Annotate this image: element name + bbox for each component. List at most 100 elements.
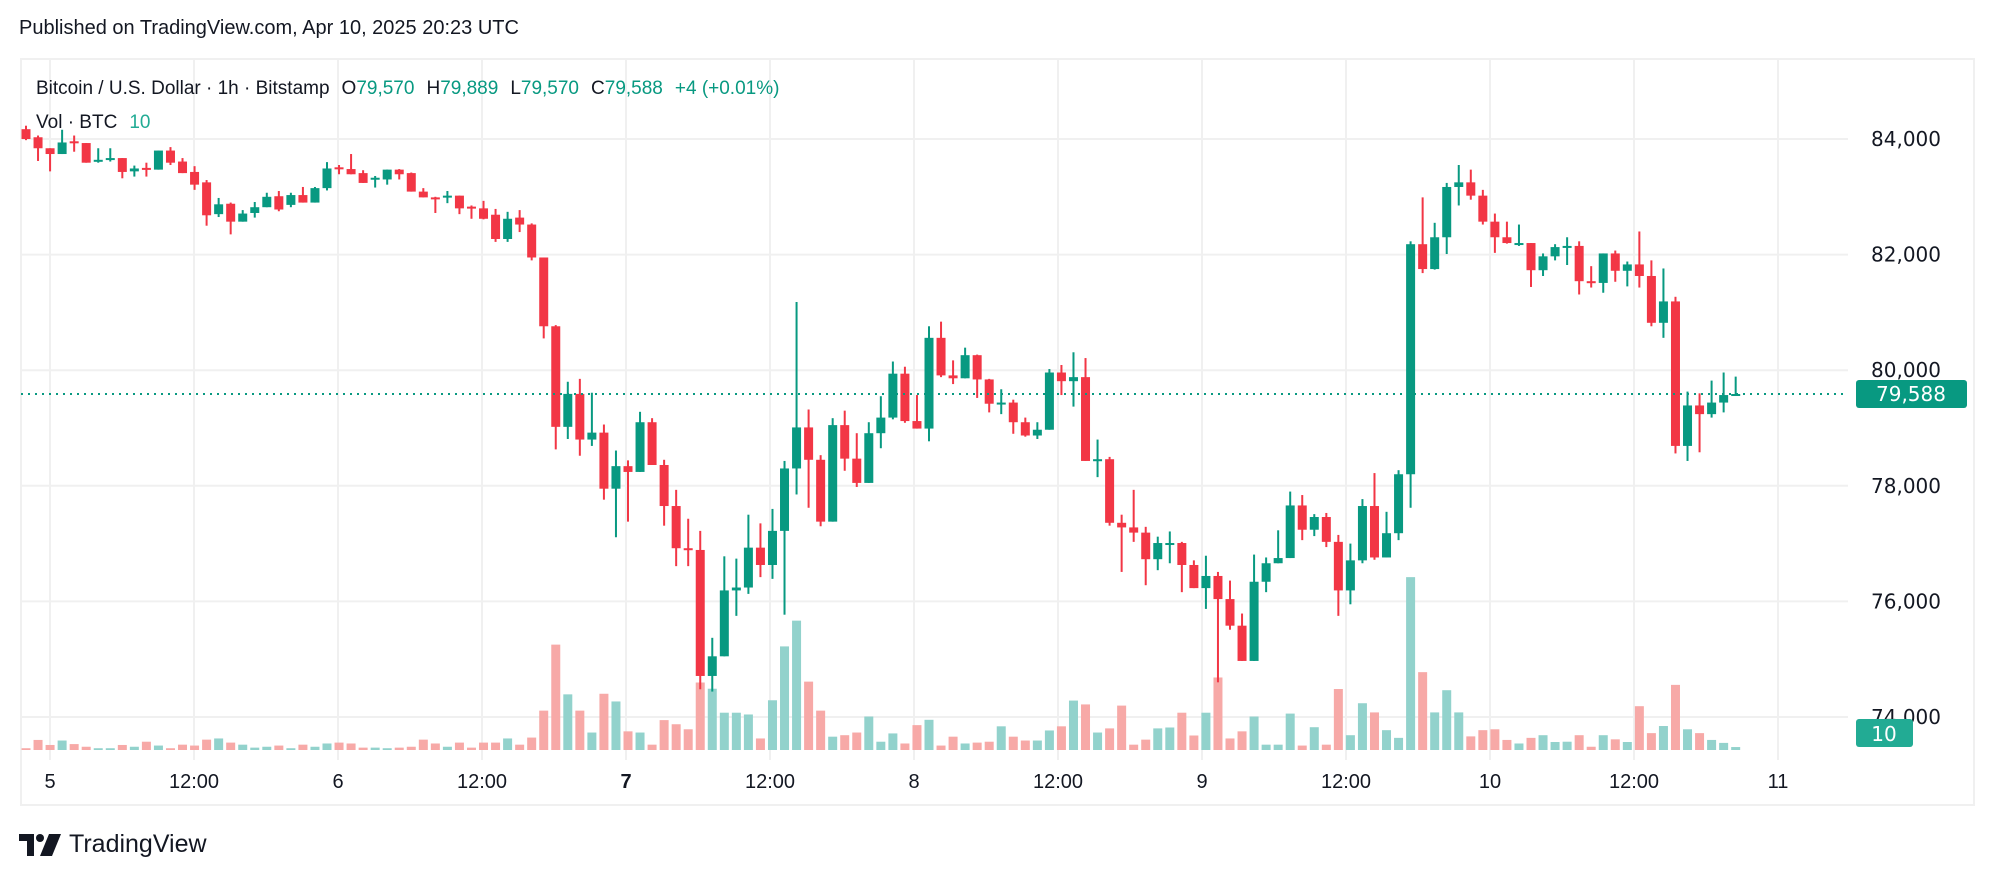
- candle[interactable]: [876, 396, 886, 449]
- candle[interactable]: [1719, 372, 1729, 413]
- candle[interactable]: [1141, 526, 1151, 586]
- candle[interactable]: [647, 418, 657, 465]
- candle[interactable]: [45, 148, 55, 172]
- candle[interactable]: [852, 433, 862, 487]
- candle[interactable]: [1153, 536, 1163, 571]
- candle[interactable]: [238, 210, 248, 222]
- candle[interactable]: [1502, 221, 1512, 244]
- candle[interactable]: [551, 325, 561, 450]
- candle[interactable]: [828, 418, 838, 522]
- symbol-title[interactable]: Bitcoin / U.S. Dollar · 1h · Bitstamp: [36, 78, 330, 99]
- candle[interactable]: [1129, 489, 1139, 542]
- candle[interactable]: [1333, 534, 1343, 616]
- candle[interactable]: [1707, 380, 1717, 418]
- candle[interactable]: [1020, 417, 1030, 437]
- candle[interactable]: [310, 186, 320, 203]
- candle[interactable]: [575, 378, 585, 456]
- candle[interactable]: [780, 460, 790, 615]
- candle[interactable]: [1285, 491, 1295, 559]
- candle[interactable]: [346, 154, 356, 175]
- candle[interactable]: [1586, 266, 1596, 288]
- candle[interactable]: [1261, 557, 1271, 593]
- candle[interactable]: [1670, 296, 1680, 454]
- candle[interactable]: [1514, 224, 1524, 246]
- candle[interactable]: [888, 361, 898, 420]
- candle[interactable]: [587, 392, 597, 446]
- candle[interactable]: [527, 223, 537, 261]
- candle[interactable]: [1574, 241, 1584, 295]
- candle[interactable]: [1008, 399, 1018, 434]
- candle[interactable]: [1550, 244, 1560, 261]
- candle[interactable]: [996, 389, 1006, 415]
- candle[interactable]: [984, 378, 994, 413]
- candle[interactable]: [1273, 530, 1283, 564]
- candle[interactable]: [190, 166, 200, 190]
- candle[interactable]: [1189, 560, 1199, 589]
- candle[interactable]: [466, 205, 476, 219]
- candle[interactable]: [117, 158, 127, 179]
- candle[interactable]: [864, 422, 874, 483]
- candle[interactable]: [755, 523, 765, 578]
- tradingview-logo[interactable]: TradingView: [19, 830, 207, 859]
- candle[interactable]: [1454, 165, 1464, 206]
- candle[interactable]: [418, 188, 428, 198]
- candle[interactable]: [1418, 197, 1428, 274]
- candle[interactable]: [1309, 514, 1319, 537]
- candle[interactable]: [948, 360, 958, 385]
- candle[interactable]: [1201, 555, 1211, 609]
- candle[interactable]: [635, 411, 645, 472]
- candle[interactable]: [1105, 456, 1115, 526]
- candle[interactable]: [1538, 253, 1548, 276]
- candle[interactable]: [262, 192, 272, 208]
- candle[interactable]: [659, 459, 669, 526]
- candle[interactable]: [912, 395, 922, 429]
- candle[interactable]: [382, 169, 392, 185]
- candle[interactable]: [623, 460, 633, 522]
- candle[interactable]: [1068, 352, 1078, 407]
- candle[interactable]: [141, 162, 151, 177]
- candle[interactable]: [1634, 231, 1644, 288]
- candle[interactable]: [226, 202, 236, 235]
- candle[interactable]: [214, 197, 224, 218]
- candle[interactable]: [707, 637, 717, 692]
- candle[interactable]: [406, 172, 416, 192]
- candle[interactable]: [1177, 541, 1187, 593]
- candle[interactable]: [1056, 364, 1066, 396]
- candle[interactable]: [1382, 511, 1392, 558]
- candle[interactable]: [515, 210, 525, 233]
- candle[interactable]: [33, 135, 43, 161]
- candle[interactable]: [563, 381, 573, 439]
- candle[interactable]: [767, 508, 777, 579]
- candle[interactable]: [731, 558, 741, 616]
- candle[interactable]: [683, 518, 693, 567]
- candle[interactable]: [1658, 268, 1668, 338]
- candle[interactable]: [430, 196, 440, 213]
- candle[interactable]: [129, 165, 139, 177]
- candle[interactable]: [370, 175, 380, 188]
- candle[interactable]: [93, 148, 103, 163]
- candle[interactable]: [105, 148, 115, 162]
- candle[interactable]: [1032, 422, 1042, 439]
- candle[interactable]: [972, 354, 982, 398]
- candle[interactable]: [81, 143, 91, 163]
- candle[interactable]: [1695, 393, 1705, 453]
- candle[interactable]: [1622, 261, 1632, 287]
- candle[interactable]: [1345, 543, 1355, 605]
- candle[interactable]: [250, 202, 260, 218]
- candle[interactable]: [719, 556, 729, 657]
- candle[interactable]: [1490, 213, 1500, 253]
- candle[interactable]: [479, 200, 489, 220]
- candle[interactable]: [1598, 253, 1608, 293]
- candle[interactable]: [960, 347, 970, 379]
- candle[interactable]: [924, 326, 934, 442]
- candle[interactable]: [274, 191, 284, 212]
- candle[interactable]: [539, 257, 549, 339]
- candle[interactable]: [816, 455, 826, 527]
- candle[interactable]: [1442, 182, 1452, 255]
- candle[interactable]: [1394, 470, 1404, 541]
- candle[interactable]: [178, 158, 188, 174]
- candle[interactable]: [69, 135, 79, 152]
- candle[interactable]: [21, 125, 31, 141]
- candle[interactable]: [1478, 189, 1488, 225]
- candle[interactable]: [165, 147, 175, 166]
